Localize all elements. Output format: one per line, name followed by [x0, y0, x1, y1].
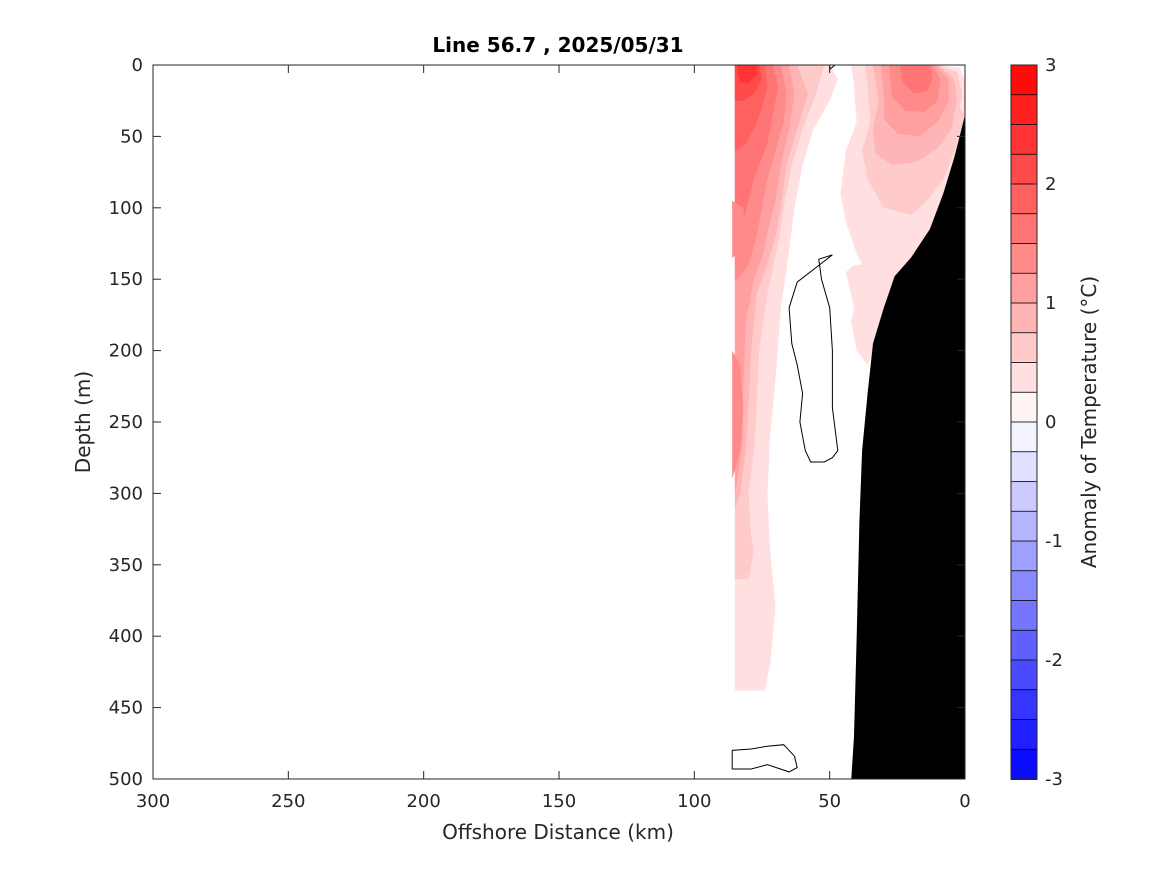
colorbar-tick-label: -1	[1045, 531, 1063, 552]
y-tick-label: 150	[109, 269, 143, 290]
zero-contour	[788, 254, 839, 463]
colorbar-band	[1010, 183, 1038, 215]
colorbar-tick-label: 3	[1045, 55, 1056, 76]
colorbar-band	[1010, 629, 1038, 661]
x-tick-label: 300	[136, 791, 170, 812]
anomaly-contour-fills	[732, 65, 965, 691]
colorbar: 3 2 1 0 -1 -2 -3	[1010, 55, 1063, 790]
colorbar-band	[1010, 124, 1038, 156]
colorbar-ticks: 3 2 1 0 -1 -2 -3	[1032, 55, 1063, 790]
colorbar-band	[1010, 213, 1038, 245]
continental-shelf	[851, 115, 965, 779]
colorbar-tick-label: 2	[1045, 174, 1056, 195]
x-axis-ticks: 300 250 200 150 100 50 0	[136, 65, 971, 812]
colorbar-band	[1010, 481, 1038, 513]
x-tick-label: 50	[818, 791, 841, 812]
colorbar-band	[1010, 510, 1038, 542]
colorbar-band	[1010, 421, 1038, 453]
x-axis-label: Offshore Distance (km)	[442, 820, 674, 844]
plot-background	[153, 65, 965, 779]
x-tick-label: 0	[959, 791, 970, 812]
x-tick-label: 200	[406, 791, 440, 812]
colorbar-band	[1010, 272, 1038, 304]
colorbar-tick-label: 0	[1045, 412, 1056, 433]
colorbar-tick-label: 1	[1045, 293, 1056, 314]
x-tick-label: 150	[542, 791, 576, 812]
y-tick-label: 0	[132, 55, 143, 76]
colorbar-tick-label: -2	[1045, 650, 1063, 671]
anomaly-region	[737, 65, 757, 84]
colorbar-band	[1010, 302, 1038, 334]
colorbar-band	[1010, 748, 1038, 780]
y-tick-label: 450	[109, 698, 143, 719]
y-axis-ticks: 0 50 100 150 200 250 300 350 400 450 500	[109, 55, 965, 790]
colorbar-band	[1010, 332, 1038, 364]
y-tick-label: 50	[120, 126, 143, 147]
y-tick-label: 500	[109, 769, 143, 790]
colorbar-band	[1010, 659, 1038, 691]
anomaly-region	[732, 200, 746, 258]
colorbar-band	[1010, 362, 1038, 394]
chart-title: Line 56.7 , 2025/05/31	[432, 33, 683, 57]
y-tick-label: 250	[109, 412, 143, 433]
y-tick-label: 400	[109, 626, 143, 647]
colorbar-band	[1010, 719, 1038, 751]
plot-area: 300 250 200 150 100 50 0 050100150200250300350…	[109, 55, 971, 812]
colorbar-band	[1010, 451, 1038, 483]
y-tick-label: 350	[109, 555, 143, 576]
y-tick-label: 200	[109, 341, 143, 362]
colorbar-band	[1010, 391, 1038, 423]
x-tick-label: 250	[271, 791, 305, 812]
y-tick-label: 300	[109, 483, 143, 504]
y-tick-label: 100	[109, 198, 143, 219]
colorbar-band	[1010, 600, 1038, 632]
y-axis-label: Depth (m)	[71, 371, 95, 473]
colorbar-band	[1010, 153, 1038, 185]
colorbar-tick-label: -3	[1045, 769, 1063, 790]
colorbar-band	[1010, 689, 1038, 721]
colorbar-band	[1010, 243, 1038, 275]
colorbar-bands	[1010, 64, 1038, 780]
anomaly-region	[900, 65, 933, 94]
x-tick-label: 100	[677, 791, 711, 812]
colorbar-label: Anomaly of Temperature (°C)	[1077, 276, 1101, 568]
colorbar-band	[1010, 64, 1038, 96]
anomaly-region	[732, 350, 744, 480]
colorbar-band	[1010, 540, 1038, 572]
zero-contour	[731, 744, 798, 773]
colorbar-band	[1010, 94, 1038, 126]
colorbar-band	[1010, 570, 1038, 602]
